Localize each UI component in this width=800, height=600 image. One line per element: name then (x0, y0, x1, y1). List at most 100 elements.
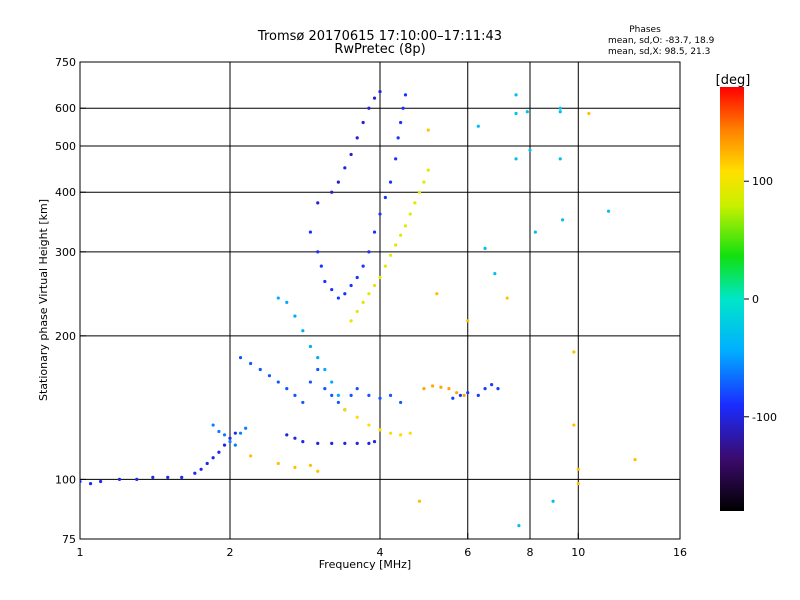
data-point (399, 120, 403, 125)
data-point (343, 166, 347, 170)
data-point (417, 499, 422, 503)
data-point (343, 408, 347, 412)
data-point (349, 393, 353, 398)
data-point (388, 431, 393, 435)
data-point (426, 128, 430, 132)
data-point (233, 431, 237, 435)
data-point (308, 230, 313, 234)
data-point (572, 350, 576, 354)
data-point (211, 423, 215, 427)
data-point (293, 314, 297, 318)
data-point (558, 157, 562, 161)
data-point (451, 396, 455, 400)
data-point (316, 367, 320, 372)
data-point (323, 387, 327, 391)
data-point (293, 465, 297, 469)
data-point (399, 400, 403, 405)
x-axis-label: Frequency [MHz] (319, 558, 411, 571)
data-point (336, 400, 340, 405)
data-point (396, 136, 400, 140)
data-point (301, 329, 305, 333)
data-point (355, 441, 359, 445)
data-point (301, 400, 305, 405)
data-point (560, 218, 565, 222)
data-point (394, 157, 398, 161)
data-point (343, 292, 347, 296)
data-point (576, 481, 580, 486)
data-point (517, 524, 521, 528)
data-point (403, 224, 408, 228)
data-point (383, 264, 387, 268)
data-point (408, 431, 412, 435)
data-point (483, 246, 487, 250)
data-point (576, 467, 580, 471)
data-point (633, 458, 637, 462)
data-point (355, 275, 359, 280)
data-point (205, 461, 209, 466)
data-point (293, 436, 297, 440)
data-point (330, 380, 334, 384)
data-point (372, 440, 377, 444)
data-point (228, 440, 232, 444)
data-point (408, 212, 412, 216)
data-point (355, 387, 359, 391)
data-point (383, 195, 387, 200)
data-point (316, 469, 320, 473)
data-point (558, 106, 562, 110)
x-tick-label: 2 (227, 546, 234, 559)
data-point (319, 264, 323, 268)
data-point (367, 441, 371, 445)
data-point (330, 190, 334, 194)
data-point (238, 356, 243, 360)
data-point (439, 385, 443, 389)
data-point (228, 436, 232, 440)
data-point (217, 429, 221, 434)
colorbar (720, 87, 744, 511)
data-point (166, 475, 170, 479)
data-point (276, 380, 280, 384)
x-tick-label: 16 (673, 546, 687, 559)
data-point (308, 380, 313, 384)
data-point (528, 148, 532, 152)
x-tick-label: 8 (527, 546, 534, 559)
data-point (330, 441, 334, 445)
data-point (430, 384, 435, 388)
data-point (355, 309, 359, 314)
data-point (514, 111, 518, 116)
data-point (378, 90, 382, 94)
colorbar-label: [deg] (716, 73, 751, 88)
data-point (496, 387, 500, 391)
x-tick-label: 10 (571, 546, 585, 559)
data-point (367, 423, 371, 427)
y-tick-label: 100 (55, 473, 76, 486)
x-tick-label: 4 (377, 546, 384, 559)
data-point (403, 93, 408, 97)
y-tick-label: 400 (55, 186, 76, 199)
data-point (222, 433, 227, 437)
data-point (476, 124, 480, 128)
data-point (336, 180, 340, 184)
x-tick-label: 1 (77, 546, 84, 559)
data-point (514, 157, 518, 161)
chart-title: Tromsø 20170615 17:10:00–17:11:43 (257, 29, 502, 44)
data-point (349, 319, 353, 323)
y-tick-label: 600 (55, 102, 76, 115)
data-point (367, 292, 371, 296)
data-point (267, 374, 272, 378)
data-point (388, 253, 393, 257)
data-point (367, 250, 371, 254)
y-tick-label: 750 (55, 56, 76, 69)
data-point (249, 361, 253, 366)
data-point (394, 243, 398, 247)
x-tick-label: 6 (464, 546, 471, 559)
data-point (222, 443, 227, 447)
data-point (462, 393, 466, 398)
data-point (466, 391, 470, 395)
data-point (558, 110, 562, 114)
data-point (388, 180, 393, 184)
data-point (343, 441, 347, 445)
data-point (505, 296, 509, 300)
data-point (361, 264, 365, 268)
chart-subtitle: RwPretec (8p) (334, 42, 425, 57)
data-point (80, 479, 82, 484)
